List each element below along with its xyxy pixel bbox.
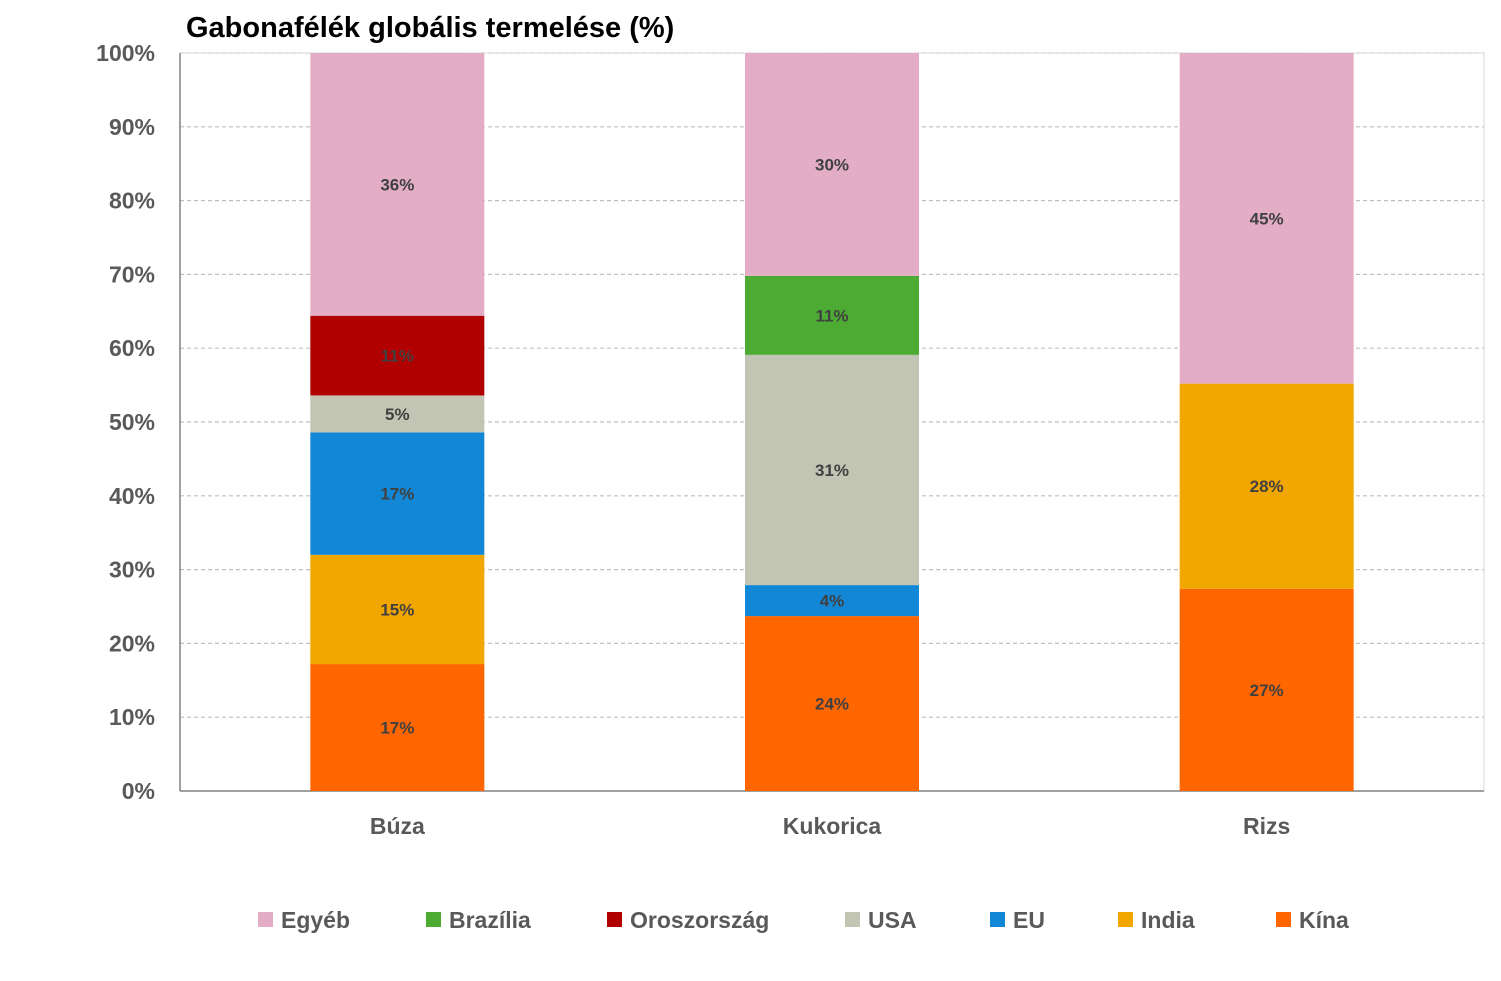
y-tick-label: 20% (109, 630, 155, 656)
y-tick-label: 30% (109, 557, 155, 583)
bar-segment (745, 354, 919, 586)
y-tick-label: 50% (109, 409, 155, 435)
data-label: 11% (815, 306, 848, 325)
legend-swatch (990, 912, 1005, 927)
legend-label: Brazília (449, 907, 531, 933)
legend: Egyéb Brazília Oroszország USA EU India Kína (258, 907, 1349, 933)
bar-segment (1179, 53, 1354, 384)
data-label: 30% (815, 155, 849, 174)
y-tick-label: 60% (109, 335, 155, 361)
data-label: 45% (1250, 209, 1284, 228)
data-label: 17% (380, 719, 414, 738)
y-tick-label: 100% (96, 40, 155, 66)
legend-swatch (258, 912, 273, 927)
data-label: 28% (1250, 477, 1284, 496)
data-label: 4% (820, 592, 845, 611)
data-labels: 17% 15% 17% 5% 11% 36% 24% 4% 31% 11% 30% 27% 28% 45% (380, 155, 1283, 737)
legend-swatch (845, 912, 860, 927)
data-label: 5% (385, 405, 410, 424)
y-tick-label: 90% (109, 114, 155, 140)
y-tick-label: 0% (122, 778, 155, 804)
chart-title: Gabonafélék globális termelése (%) (186, 12, 674, 44)
bar-segment (745, 616, 919, 791)
y-tick-label: 70% (109, 261, 155, 287)
legend-label: Kína (1299, 907, 1349, 933)
x-category-label: Kukorica (783, 813, 882, 839)
bar-segment (1179, 383, 1354, 589)
data-label: 15% (380, 600, 414, 619)
legend-label: USA (868, 907, 917, 933)
bars (310, 53, 1354, 791)
data-label: 36% (380, 175, 414, 194)
legend-label: EU (1013, 907, 1045, 933)
bar-segment (310, 395, 485, 433)
bar-segment (310, 53, 485, 316)
bar-segment (310, 315, 485, 396)
bar-segment (310, 554, 485, 665)
y-tick-label: 40% (109, 483, 155, 509)
bar-segment (1179, 588, 1354, 791)
bar-segment (745, 585, 919, 617)
data-label: 24% (815, 695, 849, 714)
bar-segment (745, 275, 919, 355)
legend-swatch (1118, 912, 1133, 927)
data-label: 31% (815, 461, 849, 480)
bar-segment (310, 664, 485, 791)
x-category-label: Búza (370, 813, 425, 839)
data-label: 27% (1250, 681, 1284, 700)
y-tick-label: 80% (109, 188, 155, 214)
data-label: 17% (380, 485, 414, 504)
y-tick-label: 10% (109, 704, 155, 730)
bar-segment (310, 432, 485, 555)
legend-label: India (1141, 907, 1195, 933)
legend-label: Egyéb (281, 907, 350, 933)
legend-swatch (426, 912, 441, 927)
data-label: 11% (381, 347, 414, 366)
legend-swatch (607, 912, 622, 927)
legend-label: Oroszország (630, 907, 769, 933)
legend-swatch (1276, 912, 1291, 927)
bar-segment (745, 53, 919, 276)
x-category-label: Rizs (1243, 813, 1290, 839)
